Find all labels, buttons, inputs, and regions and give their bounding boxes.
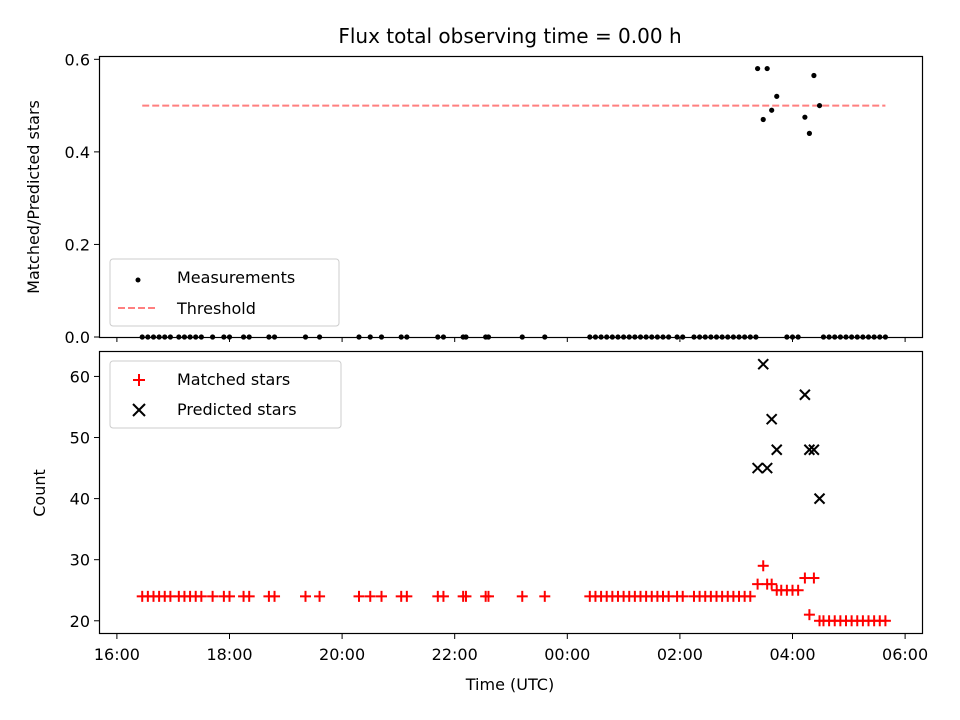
x-tick-label: 18:00 — [206, 645, 252, 664]
matched-point — [752, 578, 764, 590]
predicted-point — [751, 462, 764, 474]
x-tick-label: 20:00 — [319, 645, 365, 664]
matched-point — [766, 578, 778, 590]
measurement-point — [764, 65, 770, 72]
matched-point — [353, 590, 365, 602]
predicted-point — [803, 444, 816, 456]
predicted-point — [799, 389, 811, 401]
bottom-plot-frame — [98, 350, 924, 635]
top-legend: Measurements Threshold — [109, 258, 340, 327]
measurement-point — [755, 65, 761, 72]
matched-point — [460, 590, 472, 602]
matched-point — [482, 590, 494, 602]
matched-point — [744, 590, 756, 602]
matched-point — [376, 590, 388, 602]
legend-measurements-label: Measurements — [177, 268, 295, 287]
bottom-y-tick-label: 40 — [70, 490, 90, 509]
matched-point — [539, 590, 551, 602]
measurement-point — [774, 93, 780, 99]
matched-point — [401, 590, 413, 602]
matched-point — [243, 590, 255, 602]
matched-point — [757, 560, 769, 572]
legend-measurements-marker — [135, 277, 141, 283]
matched-point — [677, 590, 689, 602]
x-axis-label: Time (UTC) — [465, 675, 554, 694]
matched-point — [207, 590, 219, 602]
matched-point — [792, 584, 804, 596]
matched-point — [195, 590, 207, 602]
measurement-point — [806, 130, 812, 136]
legend-matched-label: Matched stars — [177, 370, 290, 389]
predicted-point — [771, 444, 783, 456]
matched-point — [364, 590, 376, 602]
bottom-plot: 20 30 40 50 60 16:00 18:00 20:00 22:00 00:00 02:00… — [30, 350, 928, 694]
top-y-tick-label: 0.6 — [65, 50, 90, 69]
x-tick-label: 02:00 — [657, 645, 703, 664]
legend-predicted-label: Predicted stars — [177, 400, 297, 419]
chart-title: Flux total observing time = 0.00 h — [338, 24, 681, 48]
bottom-y-axis-label: Count — [30, 469, 49, 517]
x-tick-label: 16:00 — [94, 645, 140, 664]
predicted-point — [813, 492, 826, 505]
top-y-axis-label: Matched/Predicted stars — [24, 100, 43, 294]
x-tick-label: 00:00 — [544, 645, 590, 664]
x-tick-label: 22:00 — [432, 645, 478, 664]
x-tick-label: 06:00 — [882, 645, 928, 664]
matched-point — [223, 590, 235, 602]
measurement-point — [811, 72, 817, 79]
measurement-point — [802, 114, 808, 120]
top-plot-frame — [98, 55, 924, 339]
measurement-point — [769, 107, 775, 113]
bottom-y-tick-label: 50 — [70, 429, 90, 448]
matched-point — [437, 590, 449, 602]
top-y-tick-label: 0.2 — [65, 235, 90, 254]
matched-point — [803, 609, 815, 621]
top-plot: 0.0 0.2 0.4 0.6 Matched/Predicted stars Mea… — [24, 50, 924, 347]
top-legend-box — [109, 258, 340, 327]
predicted-point — [808, 444, 820, 456]
matched-point — [314, 590, 326, 602]
top-y-tick-label: 0.0 — [65, 328, 90, 347]
matched-point — [269, 590, 281, 602]
legend-threshold-label: Threshold — [176, 299, 256, 318]
bottom-legend-box — [109, 360, 342, 429]
x-tick-label: 04:00 — [769, 645, 815, 664]
measurement-point — [760, 116, 766, 123]
bottom-y-tick-label: 20 — [70, 612, 90, 631]
bottom-legend: Matched stars Predicted stars — [109, 360, 342, 429]
top-y-tick-label: 0.4 — [65, 143, 90, 162]
bottom-y-tick-label: 30 — [70, 551, 90, 570]
measurement-point — [816, 102, 823, 109]
matched-point — [300, 590, 311, 602]
predicted-point — [765, 413, 778, 425]
matched-point — [808, 572, 820, 584]
matched-point — [516, 590, 528, 602]
predicted-point — [761, 462, 773, 474]
legend-predicted-marker — [132, 403, 146, 417]
bottom-y-tick-label: 60 — [70, 367, 90, 386]
predicted-point — [757, 358, 769, 370]
legend-matched-marker — [133, 374, 145, 386]
matched-point — [879, 615, 891, 627]
